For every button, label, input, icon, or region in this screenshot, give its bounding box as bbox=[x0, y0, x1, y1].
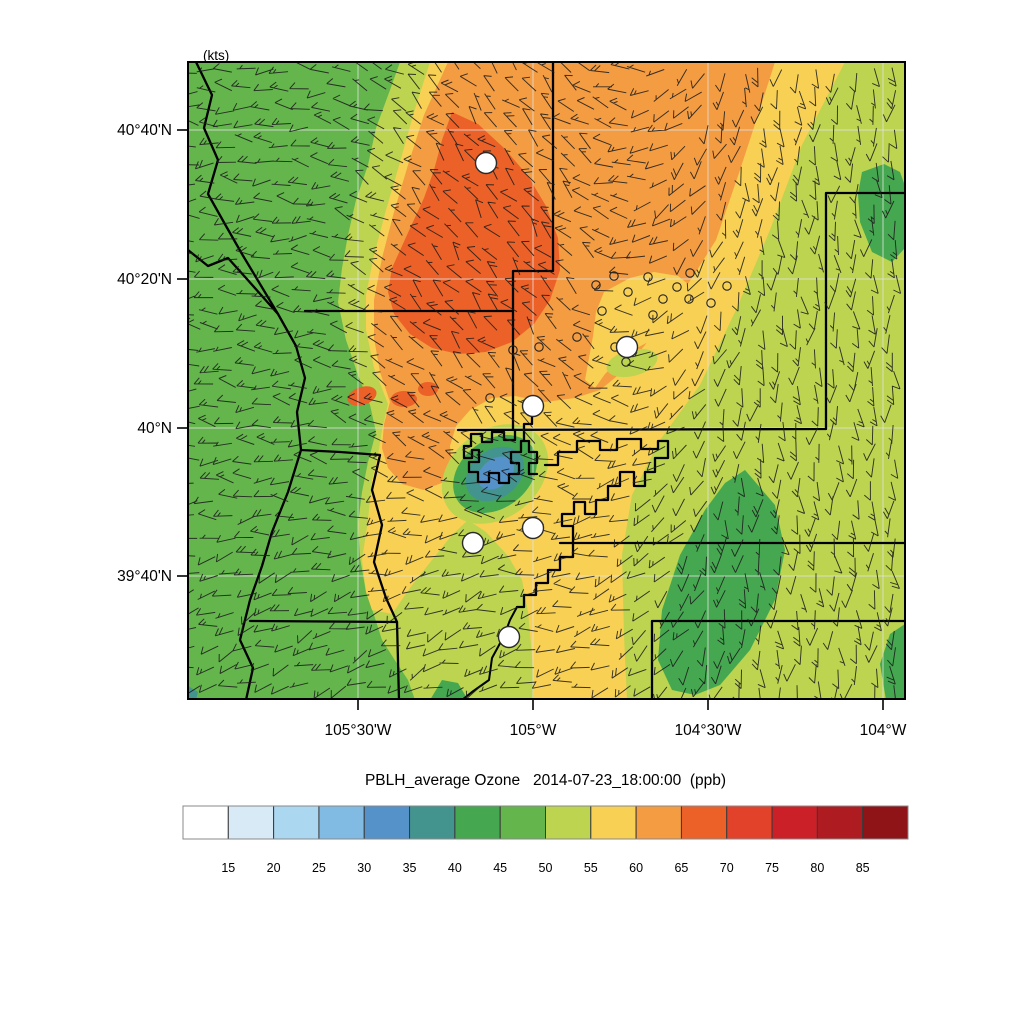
contour-region-red-spot bbox=[391, 391, 417, 407]
colorbar-tick-label: 20 bbox=[267, 861, 281, 875]
calm-wind-markers bbox=[485, 268, 732, 403]
colorbar-tick-label: 50 bbox=[539, 861, 553, 875]
county-line-river bbox=[461, 606, 518, 699]
map-frame bbox=[187, 61, 906, 700]
station-marker bbox=[521, 394, 545, 418]
colorbar-cell bbox=[771, 805, 818, 840]
colorbar-tick-label: 25 bbox=[312, 861, 326, 875]
wind-units-label: (kts) bbox=[203, 48, 230, 63]
calm-wind-circle bbox=[643, 272, 653, 282]
colorbar-tick-label: 15 bbox=[221, 861, 235, 875]
lon-tick-label: 105°30'W bbox=[325, 722, 392, 739]
colorbar-cell bbox=[318, 805, 365, 840]
colorbar-cell bbox=[182, 805, 229, 840]
colorbar-tick-label: 80 bbox=[810, 861, 824, 875]
colorbar-cell bbox=[635, 805, 682, 840]
colorbar-cell bbox=[726, 805, 773, 840]
station-marker bbox=[615, 335, 639, 359]
contour-region-se-green-blob bbox=[658, 470, 785, 695]
colorbar-tick-label: 65 bbox=[674, 861, 688, 875]
contour-region-ne-green-patch bbox=[858, 164, 905, 262]
colorbar-tick-label: 75 bbox=[765, 861, 779, 875]
calm-wind-circle bbox=[609, 271, 619, 281]
contour-region-red-spot bbox=[347, 386, 377, 406]
calm-wind-circle bbox=[534, 342, 544, 352]
calm-wind-circle bbox=[572, 332, 582, 342]
colorbar-cell bbox=[499, 805, 546, 840]
station-marker bbox=[474, 151, 498, 175]
lat-tick-label: 40°N bbox=[137, 420, 172, 437]
colorbar-tick-label: 35 bbox=[403, 861, 417, 875]
colorbar-cell bbox=[227, 805, 275, 840]
colorbar-tick-label: 40 bbox=[448, 861, 462, 875]
wind-barbs bbox=[188, 62, 902, 699]
wind-barb-strokes bbox=[188, 62, 902, 699]
colorbar-cell bbox=[862, 805, 909, 840]
colorbar-tick-label: 45 bbox=[493, 861, 507, 875]
colorbar-tick-label: 60 bbox=[629, 861, 643, 875]
county-line-steps bbox=[515, 543, 575, 609]
county-line bbox=[299, 448, 399, 624]
colorbar-cell bbox=[545, 805, 592, 840]
contour-region-yg-patch bbox=[606, 348, 658, 378]
axes: 40°40'N 40°20'N 40°N 39°40'N 105°30'W 105°W 10… bbox=[117, 122, 907, 739]
station-marker bbox=[461, 531, 485, 555]
lon-tick-label: 104°30'W bbox=[675, 722, 742, 739]
calm-wind-circle bbox=[685, 268, 695, 278]
calm-wind-circle bbox=[591, 280, 601, 290]
calm-wind-circle bbox=[485, 393, 495, 403]
contour-region-se-corner-green bbox=[880, 624, 905, 699]
colorbar-cell bbox=[454, 805, 501, 840]
colorbar-tick-label: 55 bbox=[584, 861, 598, 875]
calm-wind-circle bbox=[722, 281, 732, 291]
lat-tick-label: 40°20'N bbox=[117, 271, 172, 288]
station-marker bbox=[521, 516, 545, 540]
calm-wind-circle bbox=[706, 298, 716, 308]
colorbar-tick-label: 70 bbox=[720, 861, 734, 875]
colorbar-tick-label: 30 bbox=[357, 861, 371, 875]
colorbar-frame bbox=[182, 805, 909, 840]
calm-wind-circle bbox=[623, 287, 633, 297]
lon-tick-label: 104°W bbox=[860, 722, 907, 739]
colorbar-cell bbox=[409, 805, 456, 840]
calm-wind-circle bbox=[684, 294, 694, 304]
colorbar-cell bbox=[273, 805, 320, 840]
county-line-aurora bbox=[543, 437, 670, 547]
calm-wind-circle bbox=[658, 294, 668, 304]
station-markers bbox=[461, 151, 639, 649]
county-line bbox=[303, 62, 555, 432]
calm-wind-circle bbox=[597, 306, 607, 316]
county-line bbox=[248, 619, 401, 699]
colorbar-cell bbox=[590, 805, 637, 840]
contour-region-red-spot bbox=[418, 382, 438, 396]
contour-region-sw-corner-green bbox=[430, 680, 468, 699]
colorbar-cell bbox=[680, 805, 728, 840]
colorbar-cell bbox=[816, 805, 864, 840]
lat-tick-label: 39°40'N bbox=[117, 568, 172, 585]
map-canvas bbox=[188, 62, 905, 699]
contour-region-bl-teal bbox=[188, 686, 198, 699]
colorbar-tick-label: 85 bbox=[856, 861, 870, 875]
colorbar: 15 20 25 30 35 40 45 50 55 60 65 70 75 80 85 bbox=[182, 805, 909, 875]
colorbar-cell bbox=[363, 805, 411, 840]
station-marker bbox=[497, 625, 521, 649]
calm-wind-circle bbox=[648, 310, 658, 320]
calm-wind-circle bbox=[672, 282, 682, 292]
lat-tick-label: 40°40'N bbox=[117, 122, 172, 139]
calm-wind-circle bbox=[508, 345, 518, 355]
lon-tick-label: 105°W bbox=[510, 722, 557, 739]
colorbar-title: PBLH_average Ozone 2014-07-23_18:00:00 (… bbox=[364, 772, 727, 789]
